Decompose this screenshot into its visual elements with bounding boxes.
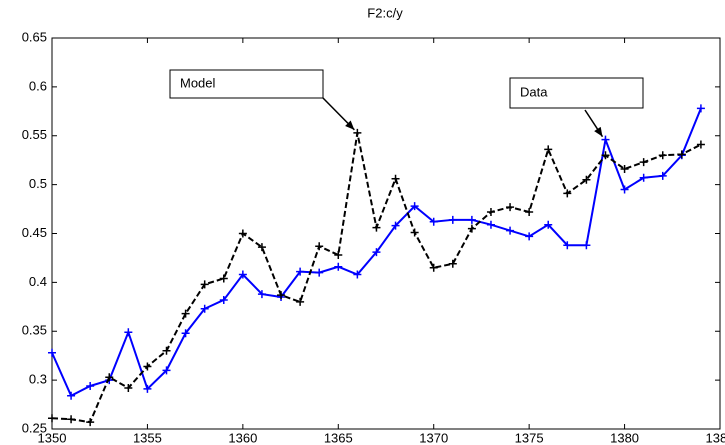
annotation-text: Model <box>180 75 216 90</box>
point-marker <box>143 384 152 393</box>
point-marker <box>48 348 56 357</box>
point-marker <box>238 270 247 279</box>
y-tick-label: 0.35 <box>22 323 47 338</box>
annotation-box <box>509 77 644 109</box>
point-marker <box>315 242 324 251</box>
point-marker <box>334 251 343 260</box>
x-tick-label: 1380 <box>610 430 639 445</box>
point-marker <box>486 220 495 229</box>
point-marker <box>391 221 400 230</box>
point-marker <box>506 226 515 235</box>
point-marker <box>582 241 591 250</box>
point-marker <box>410 228 419 237</box>
point-marker <box>372 248 381 257</box>
y-tick-label: 0.65 <box>22 29 47 44</box>
point-marker <box>143 362 152 371</box>
point-marker <box>696 104 705 113</box>
point-marker <box>563 189 572 198</box>
point-marker <box>105 373 114 382</box>
x-tick-label: 1355 <box>133 430 162 445</box>
x-tick-label: 1365 <box>324 430 353 445</box>
y-tick-label: 0.55 <box>22 127 47 142</box>
x-tick-label: 1350 <box>38 430 67 445</box>
point-marker <box>86 418 95 427</box>
point-marker <box>124 328 133 337</box>
point-marker <box>467 224 476 233</box>
point-marker <box>181 329 190 338</box>
point-marker <box>448 215 457 224</box>
point-marker <box>639 173 648 182</box>
point-marker <box>353 270 362 279</box>
arrow-head <box>345 120 355 130</box>
point-marker <box>448 259 457 268</box>
point-marker <box>315 268 324 277</box>
point-marker <box>296 267 305 276</box>
point-marker <box>334 262 343 271</box>
point-marker <box>601 151 610 160</box>
point-marker <box>67 391 76 400</box>
series-line <box>51 132 702 424</box>
point-marker <box>601 135 610 144</box>
y-tick-label: 0.6 <box>29 78 47 93</box>
point-marker <box>67 415 76 424</box>
point-marker <box>429 263 438 272</box>
point-marker <box>658 171 667 180</box>
y-tick-label: 0.3 <box>29 372 47 387</box>
point-marker <box>391 174 400 183</box>
point-marker <box>620 185 629 194</box>
annotation-text: Data <box>520 84 548 99</box>
point-marker <box>467 215 476 224</box>
point-marker <box>257 243 266 252</box>
point-marker <box>506 203 515 212</box>
point-marker <box>563 241 572 250</box>
point-marker <box>200 304 209 313</box>
annotation-box <box>169 69 324 99</box>
point-marker <box>219 295 228 304</box>
point-marker <box>658 151 667 160</box>
point-marker <box>238 229 247 238</box>
point-marker <box>257 290 266 299</box>
point-marker <box>86 381 95 390</box>
point-marker <box>677 150 686 159</box>
point-marker <box>525 232 534 241</box>
point-marker <box>296 297 305 306</box>
point-marker <box>162 366 171 375</box>
x-tick-label: 1375 <box>515 430 544 445</box>
point-marker <box>544 145 553 154</box>
point-marker <box>372 223 381 232</box>
y-tick-label: 0.25 <box>22 420 47 435</box>
x-tick-label: 1370 <box>419 430 448 445</box>
point-marker <box>124 383 133 392</box>
point-marker <box>200 280 209 289</box>
point-marker <box>620 164 629 173</box>
x-tick-label: 1360 <box>228 430 257 445</box>
point-marker <box>486 207 495 216</box>
point-marker <box>353 128 362 137</box>
point-marker <box>219 274 228 283</box>
point-marker <box>639 158 648 167</box>
point-marker <box>277 291 286 300</box>
point-marker <box>525 207 534 216</box>
y-tick-label: 0.45 <box>22 225 47 240</box>
point-marker <box>162 346 171 355</box>
point-marker <box>696 140 705 149</box>
arrow-head <box>594 126 603 137</box>
x-tick-label: 1385 <box>706 430 725 445</box>
point-marker <box>544 220 553 229</box>
point-marker <box>48 414 56 423</box>
chart-title: F2:c/y <box>367 5 403 20</box>
y-tick-label: 0.5 <box>29 176 47 191</box>
point-marker <box>181 309 190 318</box>
point-marker <box>582 175 591 184</box>
y-tick-label: 0.4 <box>29 274 47 289</box>
point-marker <box>410 202 419 211</box>
point-marker <box>429 217 438 226</box>
